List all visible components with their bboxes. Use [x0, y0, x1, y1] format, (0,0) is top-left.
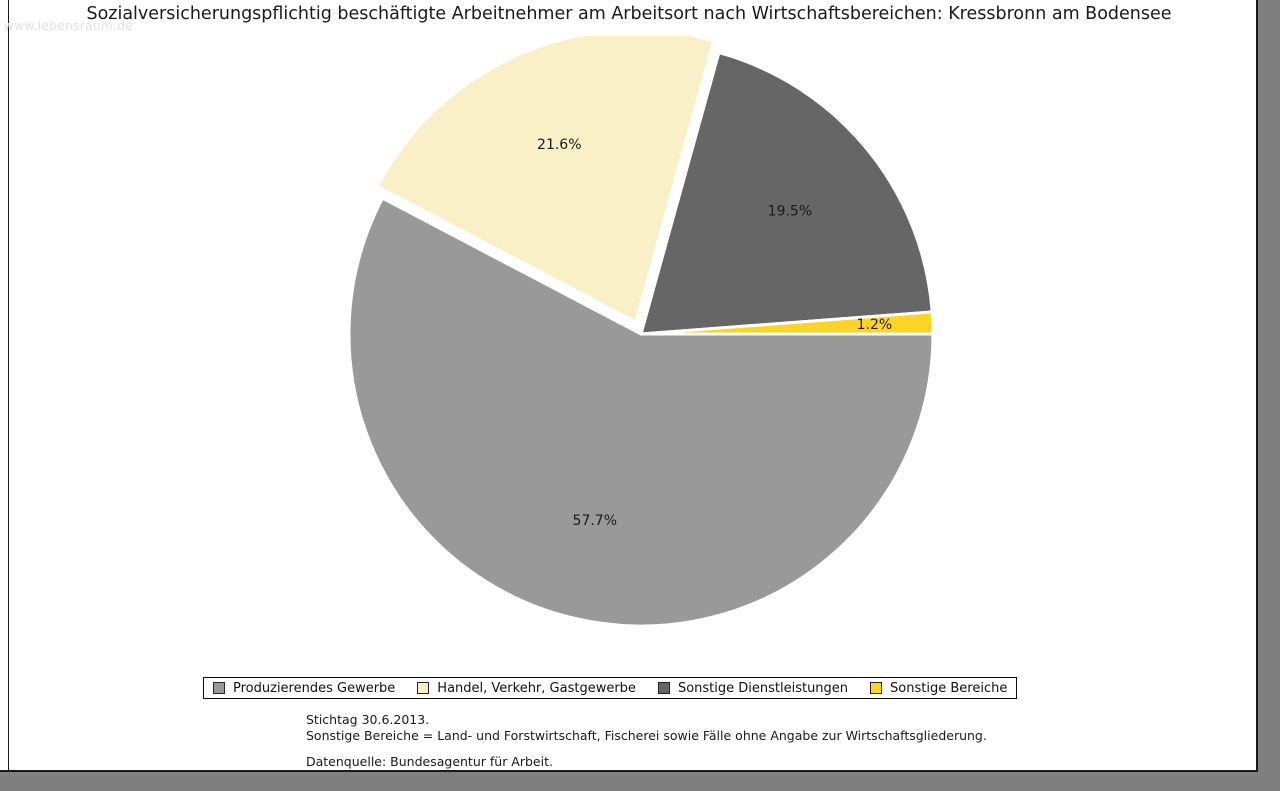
- legend-item-handel-verkehr-gastgewerbe[interactable]: Handel, Verkehr, Gastgewerbe: [417, 682, 636, 695]
- pie-slice-label: 21.6%: [537, 137, 581, 153]
- page-title: Sozialversicherungspflichtig beschäftigt…: [86, 4, 1172, 24]
- footnote-spacer: [306, 744, 987, 754]
- pie-slice-label: 19.5%: [768, 204, 812, 220]
- pie-label-group: 57.7% 21.6% 19.5% 1.2%: [537, 137, 892, 529]
- pie-slice[interactable]: [375, 36, 716, 324]
- pie-slice-label: 57.7%: [573, 513, 617, 529]
- legend-swatch-icon: [870, 682, 883, 694]
- legend-item-produzierendes-gewerbe[interactable]: Produzierendes Gewerbe: [213, 682, 395, 695]
- chart-legend: Produzierendes Gewerbe Handel, Verkehr, …: [203, 677, 1018, 699]
- legend-swatch-icon: [417, 682, 430, 694]
- watermark-text: www.lebensraum.de: [4, 19, 133, 33]
- legend-swatch-icon: [657, 682, 670, 694]
- legend-item-label: Sonstige Dienstleistungen: [677, 680, 849, 696]
- chart-canvas: www.lebensraum.de Sozialversicherungspfl…: [0, 0, 1258, 772]
- pie-chart: 57.7% 21.6% 19.5% 1.2%: [341, 36, 951, 646]
- footnotes: Stichtag 30.6.2013. Sonstige Bereiche = …: [306, 712, 987, 770]
- pie-slice[interactable]: [347, 196, 935, 628]
- legend-item-sonstige-bereiche[interactable]: Sonstige Bereiche: [870, 682, 1007, 695]
- footnote-definition: Sonstige Bereiche = Land- und Forstwirts…: [306, 728, 987, 743]
- legend-item-label: Handel, Verkehr, Gastgewerbe: [437, 680, 636, 696]
- legend-item-label: Sonstige Bereiche: [890, 680, 1008, 696]
- pie-slice-label: 1.2%: [857, 317, 893, 333]
- pie-slice-group: [347, 36, 935, 628]
- legend-swatch-icon: [213, 682, 225, 694]
- legend-item-sonstige-dienstleistungen[interactable]: Sonstige Dienstleistungen: [657, 680, 849, 696]
- pie-chart-svg: 57.7% 21.6% 19.5% 1.2%: [347, 36, 935, 628]
- footnote-source: Datenquelle: Bundesagentur für Arbeit.: [306, 754, 553, 769]
- pie-slice[interactable]: [639, 310, 935, 336]
- left-border-rule: [8, 0, 9, 770]
- pie-slice[interactable]: [639, 51, 934, 336]
- legend-item-label: Produzierendes Gewerbe: [233, 680, 396, 696]
- footnote-stichtag: Stichtag 30.6.2013.: [306, 712, 430, 727]
